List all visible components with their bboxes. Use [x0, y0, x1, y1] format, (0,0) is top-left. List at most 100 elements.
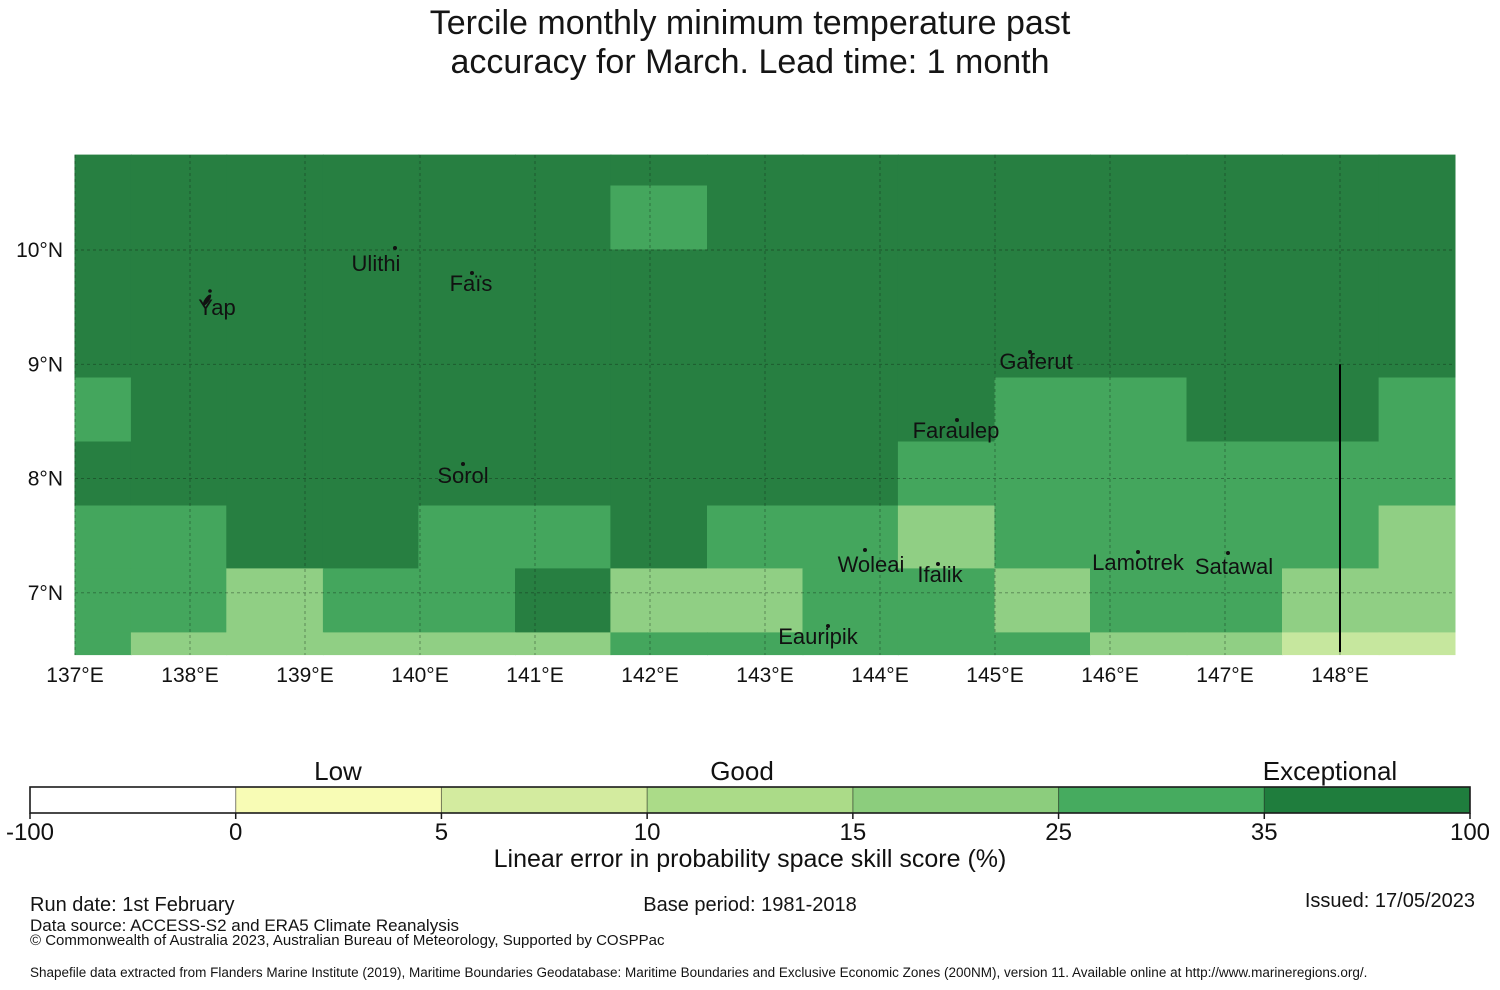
map-cell [1090, 154, 1188, 187]
map-cell [130, 249, 228, 315]
x-tick-label: 137°E [46, 664, 103, 687]
map-cell [707, 441, 804, 507]
map-cell [226, 249, 324, 315]
map-cell [322, 377, 420, 443]
map-cell [1282, 441, 1380, 507]
map-cell [1186, 632, 1283, 656]
map-cell [897, 185, 996, 251]
island-dot [393, 246, 397, 250]
x-tick-label: 139°E [276, 664, 333, 687]
map-cell [515, 441, 612, 507]
island-dot [1226, 551, 1230, 555]
map-cell [1378, 249, 1456, 315]
map-cell [707, 185, 804, 251]
map-cell [418, 568, 516, 634]
map-cell [1090, 505, 1188, 570]
map-cell [897, 249, 996, 315]
map-cell [610, 154, 708, 187]
map-cell [130, 632, 228, 656]
colorbar-category-label: Exceptional [1263, 756, 1397, 786]
map-cell [610, 568, 708, 634]
y-tick-label: 8°N [28, 468, 63, 491]
map-cell [515, 185, 612, 251]
run-date-text: Run date: 1st February [30, 894, 235, 916]
map-cell [994, 313, 1091, 379]
map-cell [707, 568, 804, 634]
island-label: Ulithi [352, 251, 401, 276]
colorbar-tick-label: 35 [1251, 819, 1278, 846]
map-cell [802, 505, 899, 570]
y-tick-label: 10°N [16, 239, 63, 262]
map-cell [418, 154, 516, 187]
x-tick-label: 140°E [391, 664, 448, 687]
map-cell [1186, 568, 1283, 634]
island-dot [955, 418, 959, 422]
map-cell [515, 154, 612, 187]
map-cell [226, 632, 324, 656]
island-dot [936, 562, 940, 566]
x-tick-label: 144°E [851, 664, 908, 687]
map-cell [130, 185, 228, 251]
map-cell [802, 313, 899, 379]
map-cell [897, 313, 996, 379]
island-label: Satawal [1195, 554, 1273, 579]
map-cell [1282, 377, 1380, 443]
map-cell [802, 568, 899, 634]
x-tick-label: 147°E [1196, 664, 1253, 687]
map-cell [226, 377, 324, 443]
map-cell [1090, 249, 1188, 315]
map-cell [707, 313, 804, 379]
island-label: Sorol [437, 463, 488, 488]
map-cell [74, 154, 132, 187]
map-cell [1090, 185, 1188, 251]
map-cell [1282, 568, 1380, 634]
map-cell [515, 249, 612, 315]
map-cell [1378, 568, 1456, 634]
map-cell [802, 632, 899, 656]
issued-date-text: Issued: 17/05/2023 [1304, 890, 1475, 912]
map-cell [226, 185, 324, 251]
map-cell [418, 313, 516, 379]
map-cell [74, 185, 132, 251]
map-cell [515, 377, 612, 443]
map-cell [418, 505, 516, 570]
map-cell [1090, 313, 1188, 379]
map-cell [1186, 154, 1283, 187]
island-dot [826, 624, 830, 628]
map-cell [130, 441, 228, 507]
island-label: Faïs [450, 271, 493, 296]
shapefile-attribution-text: Shapefile data extracted from Flanders M… [30, 965, 1368, 980]
map-cell [74, 505, 132, 570]
map-cell [322, 441, 420, 507]
map-cell [1186, 377, 1283, 443]
map-cell [1378, 632, 1456, 656]
map-cell [322, 313, 420, 379]
map-cell [802, 441, 899, 507]
map-cell [1186, 505, 1283, 570]
x-tick-label: 145°E [966, 664, 1023, 687]
map-cell [1282, 313, 1380, 379]
colorbar-segment [441, 787, 648, 813]
colorbar-tick-label: 5 [435, 819, 448, 846]
map-cell [802, 185, 899, 251]
map-cell [1378, 185, 1456, 251]
map-cell [1090, 632, 1188, 656]
map-cell [322, 249, 420, 315]
map-cell [322, 505, 420, 570]
map-cell [418, 377, 516, 443]
map-cell [707, 632, 804, 656]
map-cell [1378, 505, 1456, 570]
x-tick-label: 142°E [621, 664, 678, 687]
map-cell [226, 154, 324, 187]
chart-title: Tercile monthly minimum temperature past… [0, 4, 1500, 82]
x-tick-label: 148°E [1311, 664, 1368, 687]
map-cell [322, 632, 420, 656]
map-cell [1282, 632, 1380, 656]
map-cell [1090, 568, 1188, 634]
island-dot [208, 289, 212, 293]
island-dot [470, 271, 474, 275]
colorbar-segment [30, 787, 236, 813]
island-shape [202, 294, 212, 306]
map-cell [802, 154, 899, 187]
